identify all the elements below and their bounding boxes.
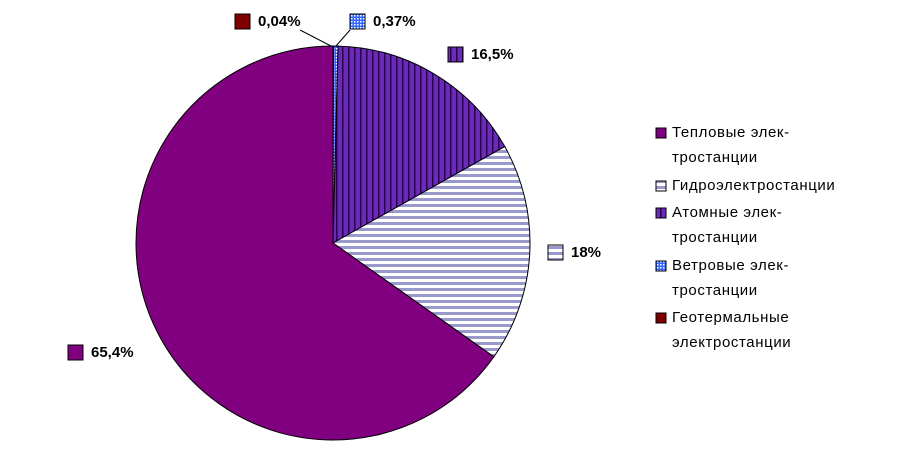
label-key [547, 244, 564, 261]
legend-label: Гидроэлектростанции [672, 177, 836, 194]
legend-key [655, 312, 667, 324]
value-label: 18% [571, 244, 601, 261]
legend-label: Атомные элек- тростанции [672, 204, 783, 246]
value-label: 0,04% [258, 13, 301, 30]
leader-line [299, 29, 332, 47]
value-label: 16,5% [471, 46, 514, 63]
label-key [349, 13, 366, 30]
legend-key [655, 127, 667, 139]
legend-key [655, 180, 667, 192]
pie-slice [332, 45, 506, 244]
label-key [234, 13, 251, 30]
value-label: 0,37% [373, 13, 416, 30]
legend-key [655, 260, 667, 272]
legend-label: Геотермальные электростанции [672, 309, 792, 351]
legend-key [655, 207, 667, 219]
legend-label: Ветровые элек- тростанции [672, 257, 790, 299]
label-key [447, 46, 464, 63]
leader-line [335, 29, 351, 47]
pie-slice [332, 145, 531, 358]
legend-label: Тепловые элек- тростанции [672, 124, 790, 166]
pie-slice [135, 45, 495, 441]
label-key [67, 344, 84, 361]
value-label: 65,4% [91, 344, 134, 361]
